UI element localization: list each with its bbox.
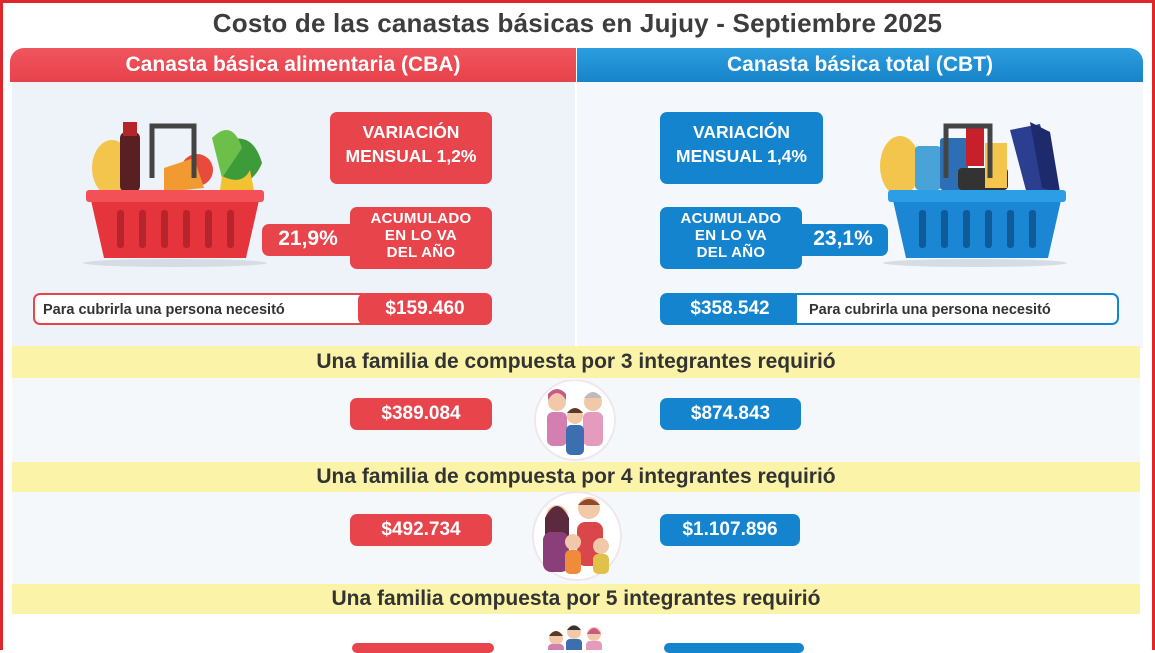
cbt-familia5-valor: [664, 643, 804, 653]
cba-persona-valor: $159.460: [358, 293, 492, 325]
cbt-acumulado-badge: ACUMULADO EN LO VA DEL AÑO: [660, 207, 802, 269]
cbt-persona-valor: $358.542: [660, 293, 800, 325]
family-3-icon: [534, 380, 616, 461]
goods-basket-icon: [880, 122, 1067, 267]
cba-familia3-valor: $389.084: [350, 398, 492, 430]
cba-acumulado-line1: ACUMULADO: [370, 210, 472, 227]
cbt-header: Canasta básica total (CBT): [577, 48, 1143, 82]
family3-heading: Una familia de compuesta por 3 integrant…: [12, 346, 1140, 378]
cba-persona-label: Para cubrirla una persona necesitó: [33, 293, 363, 325]
cbt-acumulado-line3: DEL AÑO: [696, 244, 766, 261]
cba-header: Canasta básica alimentaria (CBA): [10, 48, 576, 82]
cbt-variacion-line1: VARIACIÓN: [693, 122, 790, 142]
cba-variacion-line1: VARIACIÓN: [362, 122, 460, 142]
cba-familia4-valor: $492.734: [350, 514, 492, 546]
cba-acumulado-line3: DEL AÑO: [386, 244, 456, 261]
cbt-acumulado-pct: 23,1%: [798, 224, 888, 256]
family-5-icon: [548, 625, 602, 650]
cbt-acumulado-line2: EN LO VA: [694, 227, 768, 244]
cbt-acumulado-line1: ACUMULADO: [680, 210, 782, 227]
page-title: Costo de las canastas básicas en Jujuy -…: [212, 8, 943, 38]
cba-familia5-valor: [352, 643, 494, 653]
cba-acumulado-line2: EN LO VA: [384, 227, 458, 244]
cbt-persona-label: Para cubrirla una persona necesitó: [795, 293, 1119, 325]
family4-heading: Una familia de compuesta por 4 integrant…: [12, 462, 1140, 492]
cba-variacion-line2: MENSUAL 1,2%: [345, 146, 477, 166]
cba-acumulado-badge: ACUMULADO EN LO VA DEL AÑO: [350, 207, 492, 269]
cba-variacion-badge: VARIACIÓN MENSUAL 1,2%: [330, 112, 492, 184]
family5-heading: Una familia compuesta por 5 integrantes …: [12, 584, 1140, 614]
cbt-variacion-badge: VARIACIÓN MENSUAL 1,4%: [660, 112, 823, 184]
family-4-icon: [532, 491, 622, 581]
cba-acumulado-pct: 21,9%: [262, 224, 354, 256]
food-basket-icon: [83, 122, 267, 267]
cbt-familia3-valor: $874.843: [660, 398, 801, 430]
cbt-familia4-valor: $1.107.896: [660, 514, 800, 546]
cbt-variacion-line2: MENSUAL 1,4%: [676, 146, 807, 166]
